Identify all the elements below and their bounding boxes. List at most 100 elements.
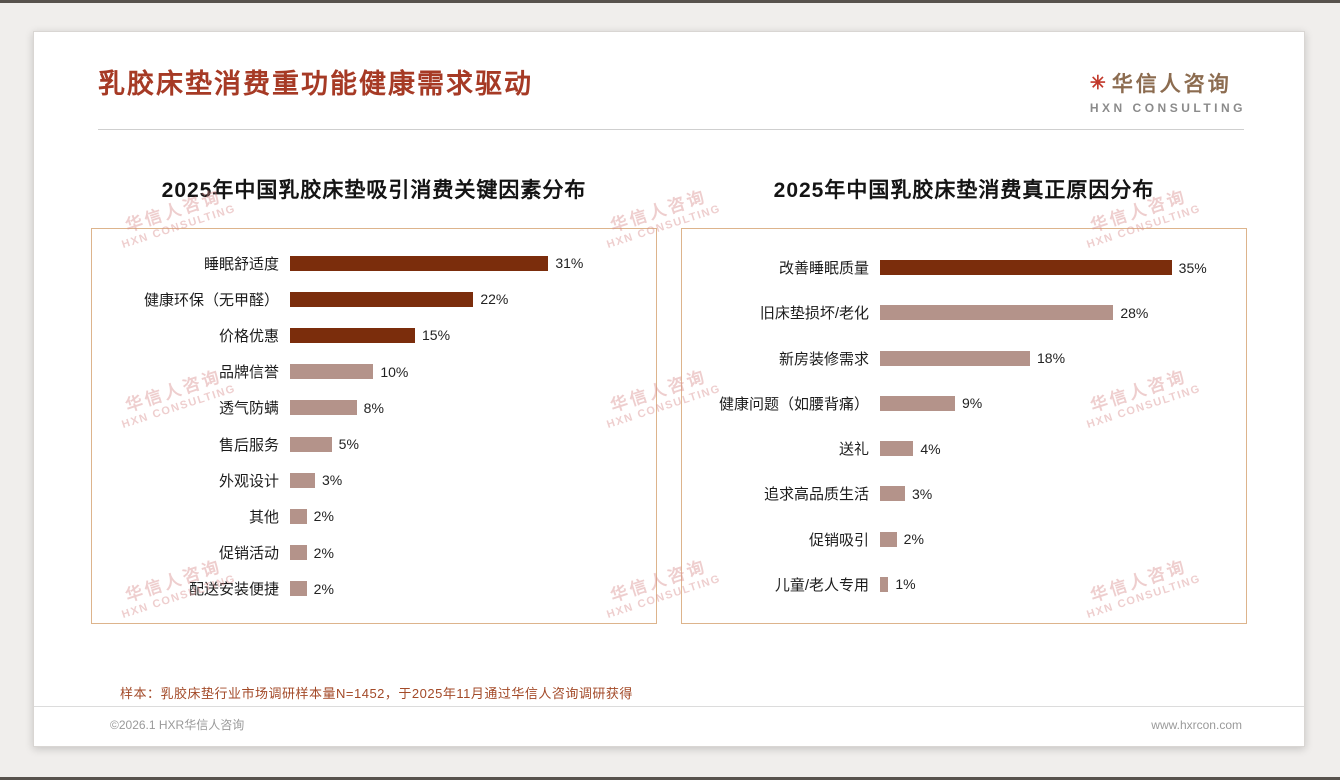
bar-label: 售后服务 (218, 436, 279, 454)
bar-value: 2% (313, 508, 334, 525)
bar-label: 旧床垫损坏/老化 (759, 305, 869, 323)
bar-value: 1% (895, 576, 916, 593)
bar-value: 18% (1037, 350, 1066, 367)
bar-value: 3% (322, 472, 343, 489)
bar-value: 3% (912, 485, 933, 502)
bar (880, 395, 955, 411)
charts-container: 2025年中国乳胶床垫吸引消费关键因素分布 睡眠舒适度 31% 健康环保（无甲醛） 2… (34, 174, 1304, 624)
bar-rows-left: 睡眠舒适度 31% 健康环保（无甲醛） 22% 价格优惠 15% 品牌信誉 10% 透气防螨 8%… (92, 229, 656, 623)
header-divider (98, 129, 1244, 130)
bar-value: 35% (1178, 259, 1207, 276)
bar (290, 291, 474, 307)
bottom-border-line (0, 777, 1340, 780)
bar-row: 配送安装便捷 2% (102, 578, 640, 599)
bar-row: 售后服务 5% (102, 434, 640, 455)
bar (290, 255, 549, 271)
bar (880, 486, 905, 502)
bar-label: 外观设计 (218, 472, 279, 490)
bar (290, 400, 357, 416)
bar-value: 2% (313, 580, 334, 597)
bar-track: 1% (880, 576, 1230, 592)
bar-row: 儿童/老人专用 1% (692, 574, 1230, 595)
bar-row: 促销活动 2% (102, 542, 640, 563)
bar-label: 睡眠舒适度 (203, 255, 279, 273)
top-border-line (0, 0, 1340, 3)
logo-asterisk-icon: ✳ (1089, 72, 1109, 94)
bar-value: 9% (962, 395, 983, 412)
bar-row: 外观设计 3% (102, 470, 640, 491)
bar-row: 其他 2% (102, 506, 640, 527)
bar-value: 22% (480, 291, 509, 308)
bar-row: 价格优惠 15% (102, 325, 640, 346)
bar-track: 5% (290, 436, 640, 452)
company-logo: ✳ 华信人咨询 HXN CONSULTING (1089, 68, 1246, 116)
bar (290, 327, 415, 343)
bar (290, 545, 307, 561)
slide-header: 乳胶床垫消费重功能健康需求驱动 ✳ 华信人咨询 HXN CONSULTING (34, 32, 1304, 115)
bar-value: 15% (422, 327, 451, 344)
bar-row: 送礼 4% (692, 438, 1230, 459)
bar-row: 健康问题（如腰背痛） 9% (692, 393, 1230, 414)
bar (880, 576, 889, 592)
bar (880, 305, 1114, 321)
bar-value: 8% (363, 399, 384, 416)
footer-copyright: ©2026.1 HXR华信人咨询 (110, 718, 245, 732)
bar-value: 4% (920, 440, 941, 457)
chart-section-right: 2025年中国乳胶床垫消费真正原因分布 改善睡眠质量 35% 旧床垫损坏/老化 28%… (681, 174, 1247, 624)
bar-label: 促销吸引 (808, 531, 869, 549)
bar (290, 472, 315, 488)
bar-value: 2% (903, 531, 924, 548)
bar-track: 18% (880, 350, 1230, 366)
bar (880, 441, 914, 457)
bar-label: 送礼 (838, 441, 869, 459)
bar-track: 22% (290, 291, 640, 307)
bar-label: 价格优惠 (218, 327, 279, 345)
footer-website: www.hxrcon.com (1151, 717, 1242, 732)
bar-row: 改善睡眠质量 35% (692, 257, 1230, 278)
bar (290, 436, 332, 452)
bar-row: 追求高品质生活 3% (692, 483, 1230, 504)
logo-wordmark: ✳ 华信人咨询 (1090, 68, 1246, 98)
bar (880, 350, 1030, 366)
bar-label: 儿童/老人专用 (774, 576, 869, 594)
bar-rows-right: 改善睡眠质量 35% 旧床垫损坏/老化 28% 新房装修需求 18% 健康问题（如腰背痛） 9… (682, 229, 1246, 623)
bar-track: 2% (290, 545, 640, 561)
chart-title-left: 2025年中国乳胶床垫吸引消费关键因素分布 (161, 179, 587, 202)
bar-track: 15% (290, 327, 640, 343)
bar-value: 5% (338, 436, 359, 453)
bar-label: 透气防螨 (218, 400, 279, 418)
chart-panel-right: 改善睡眠质量 35% 旧床垫损坏/老化 28% 新房装修需求 18% 健康问题（如腰背痛） 9… (681, 228, 1247, 624)
chart-title-right: 2025年中国乳胶床垫消费真正原因分布 (773, 179, 1155, 202)
bar-track: 2% (290, 581, 640, 597)
bar-value: 2% (313, 544, 334, 561)
bar-track: 4% (880, 441, 1230, 457)
bar-label: 新房装修需求 (778, 350, 869, 368)
chart-panel-left: 睡眠舒适度 31% 健康环保（无甲醛） 22% 价格优惠 15% 品牌信誉 10% 透气防螨 8%… (91, 228, 657, 624)
bar-row: 品牌信誉 10% (102, 361, 640, 382)
bar-label: 促销活动 (218, 545, 279, 563)
bar-row: 促销吸引 2% (692, 529, 1230, 550)
bar-row: 健康环保（无甲醛） 22% (102, 289, 640, 310)
bar-row: 透气防螨 8% (102, 397, 640, 418)
slide-footer: ©2026.1 HXR华信人咨询 www.hxrcon.com (34, 706, 1304, 746)
bar-label: 健康问题（如腰背痛） (718, 395, 869, 413)
bar-track: 28% (880, 305, 1230, 321)
bar-value: 31% (555, 255, 584, 272)
bar-track: 10% (290, 364, 640, 380)
bar-value: 10% (380, 363, 409, 380)
bar-label: 配送安装便捷 (188, 581, 279, 599)
bar-track: 2% (290, 508, 640, 524)
logo-en-text: HXN CONSULTING (1089, 101, 1246, 115)
bar-row: 旧床垫损坏/老化 28% (692, 302, 1230, 323)
bar-track: 9% (880, 395, 1230, 411)
bar (290, 364, 374, 380)
bar-label: 其他 (248, 508, 279, 526)
chart-section-left: 2025年中国乳胶床垫吸引消费关键因素分布 睡眠舒适度 31% 健康环保（无甲醛） 2… (91, 174, 657, 624)
bar-row: 睡眠舒适度 31% (102, 253, 640, 274)
bar-track: 35% (880, 260, 1230, 276)
slide-card: 乳胶床垫消费重功能健康需求驱动 ✳ 华信人咨询 HXN CONSULTING 2… (33, 31, 1305, 747)
bar-track: 3% (290, 472, 640, 488)
bar-label: 追求高品质生活 (763, 486, 869, 504)
bar (880, 531, 897, 547)
bar (290, 508, 307, 524)
